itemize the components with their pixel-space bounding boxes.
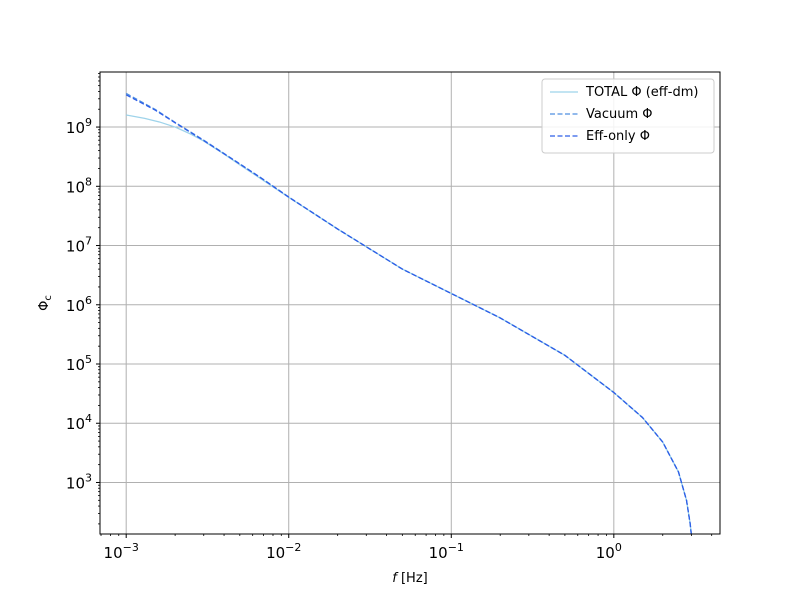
y-tick-label: 103 [66,471,92,492]
y-tick-label: 109 [66,116,92,137]
x-tick-label: 10−1 [429,541,464,562]
y-tick-label: 105 [66,353,92,374]
legend-label-3: Eff-only Φ [586,129,650,144]
series-line-3 [125,94,692,534]
y-tick-label: 107 [66,235,92,256]
grid-lines [100,72,720,534]
legend-box [541,78,715,154]
y-tick-label: 104 [66,412,92,433]
y-tick-label: 108 [66,175,92,196]
legend-label-2: Vacuum Φ [586,107,653,122]
x-axis-label: f [Hz] [392,571,427,586]
axis-ticks: 10−3 10−2 10−1 100 103 104 105 106 107 108 109 [66,73,713,562]
axes-frame [99,71,721,535]
plot-series [125,92,692,534]
y-tick-label: 106 [66,294,92,315]
legend-label-1: TOTAL Φ (eff-dm) [585,85,698,100]
legend: TOTAL Φ (eff-dm) Vacuum Φ Eff-only Φ [541,78,715,154]
axis-labels: f [Hz] Φc [37,295,428,586]
x-tick-label: 10−2 [266,541,301,562]
x-tick-label: 10−3 [104,541,139,562]
series-line-1 [126,114,692,534]
x-tick-label: 100 [596,541,622,562]
series-line-2 [125,92,692,534]
y-axis-label: Φc [37,295,54,311]
